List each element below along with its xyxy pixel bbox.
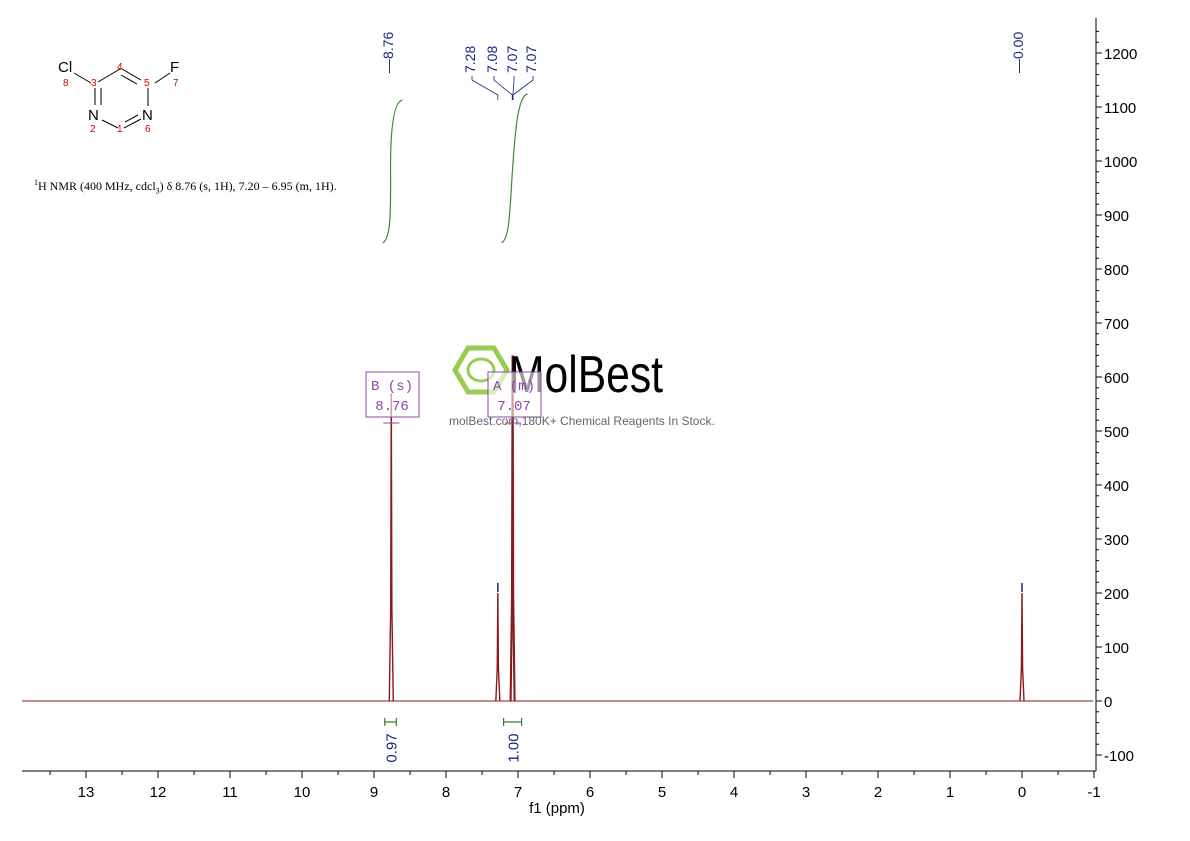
peak-label: 7.08 (484, 46, 500, 73)
bond (97, 68, 121, 83)
molbest-watermark: MolBest (452, 345, 663, 404)
bond (120, 74, 138, 85)
molecule-structure: Cl 8 3 4 5 F 7 N 2 1 N 6 (58, 59, 179, 135)
x-tick-label: 5 (658, 784, 666, 801)
x-tick-label: 10 (294, 784, 311, 801)
y-tick-label: 1100 (1104, 100, 1136, 117)
y-tick-label: 100 (1104, 640, 1129, 657)
x-tick-label: 13 (78, 784, 95, 801)
spectrum-peak (495, 592, 501, 702)
y-tick-label: 1200 (1104, 46, 1137, 63)
x-tick-label: 4 (730, 784, 738, 801)
bond (154, 72, 171, 84)
bond (73, 72, 92, 84)
y-tick-label: 0 (1104, 694, 1112, 711)
spectrum-peak (1019, 592, 1025, 702)
atom-number: 3 (91, 78, 97, 89)
x-tick-label: 12 (150, 784, 167, 801)
x-tick-label: 2 (874, 784, 882, 801)
x-tick-label: 1 (946, 784, 954, 801)
atom-number: 2 (90, 124, 96, 135)
multiplet-shift: 8.76 (375, 399, 409, 415)
atom-symbol: Cl (58, 59, 72, 76)
x-tick-label: 11 (222, 784, 238, 801)
peak-leader (471, 76, 499, 100)
y-tick-label: 300 (1104, 532, 1129, 549)
y-tick-label: 600 (1104, 370, 1129, 387)
multiplet-type: A (m) (493, 379, 535, 395)
bond (101, 119, 119, 129)
molbest-logo-ring (466, 357, 496, 383)
nmr-description-sup: 1 (34, 178, 38, 187)
peak-leader (512, 76, 534, 100)
x-tick-label: -1 (1087, 784, 1100, 801)
nmr-description-sub: 3 (155, 186, 160, 196)
peak-label: 7.07 (523, 46, 539, 73)
bond (121, 68, 142, 81)
x-ticks: 13 12 11 10 9 8 7 6 5 4 3 2 1 0 -1 (49, 771, 1101, 801)
peak-label: 7.07 (504, 46, 520, 73)
x-tick-label: 8 (442, 784, 450, 801)
atom-number: 7 (173, 78, 179, 89)
multiplet-box (487, 371, 542, 418)
x-tick-label: 0 (1018, 784, 1026, 801)
atom-number: 5 (144, 78, 150, 89)
nmr-description-part1: H NMR (400 MHz, cdcl (38, 179, 156, 193)
y-tick-label: 700 (1104, 316, 1129, 333)
atom-symbol: F (170, 59, 179, 76)
y-tick-label: 1000 (1104, 154, 1137, 171)
peak-leader (493, 76, 513, 100)
multiplet-shift: 7.07 (497, 399, 531, 415)
spectrum-peak (388, 393, 394, 702)
bond (124, 114, 139, 123)
peak-labels: —8.76 7.28 7.08 7.07 7.07 —0.00 (380, 32, 1026, 592)
spectrum-peak (509, 355, 515, 702)
y-tick-label: -100 (1104, 748, 1134, 765)
atom-symbol: N (88, 107, 99, 124)
x-tick-label: 6 (586, 784, 594, 801)
bond (123, 118, 142, 129)
integral-curve (501, 93, 528, 244)
multiplet-type: B (s) (371, 379, 413, 395)
multiplet-boxes: B (s) 8.76 A (m) 7.07 (365, 371, 542, 424)
nmr-description: 1H NMR (400 MHz, cdcl3) δ 8.76 (s, 1H), … (34, 178, 337, 195)
y-tick-label: 900 (1104, 208, 1129, 225)
axes (22, 18, 1097, 772)
multiplet-box (365, 371, 420, 418)
atom-number: 6 (145, 124, 151, 135)
x-tick-label: 7 (514, 784, 522, 801)
x-tick-label: 3 (802, 784, 810, 801)
integral-value: 0.97 (384, 733, 401, 762)
x-axis-label: f1 (ppm) (529, 800, 585, 817)
atom-number: 1 (117, 124, 123, 135)
y-tick-label: 200 (1104, 586, 1129, 603)
spectrum-peak (510, 355, 516, 702)
peak-label: —0.00 (1010, 32, 1026, 73)
integral-curve (382, 99, 403, 244)
atom-number: 8 (63, 78, 69, 89)
integrals: 0.97 1.00 (382, 93, 528, 763)
atom-symbol: N (142, 107, 153, 124)
peak-label: —8.76 (380, 32, 396, 73)
spectrum-lines (22, 355, 1093, 702)
y-tick-label: 800 (1104, 262, 1129, 279)
y-tick-label: 400 (1104, 478, 1129, 495)
y-ticks: -100 0 100 200 300 400 500 600 700 800 900 1000 1100… (1096, 30, 1137, 765)
y-tick-label: 500 (1104, 424, 1129, 441)
peak-label: 7.28 (462, 46, 478, 73)
molbest-tagline: molBest.com,180K+ Chemical Reagents In S… (449, 414, 715, 428)
nmr-description-part2: ) δ 8.76 (s, 1H), 7.20 – 6.95 (m, 1H). (159, 179, 337, 193)
integral-value: 1.00 (506, 733, 523, 762)
x-tick-label: 9 (370, 784, 378, 801)
atom-number: 4 (117, 62, 123, 73)
